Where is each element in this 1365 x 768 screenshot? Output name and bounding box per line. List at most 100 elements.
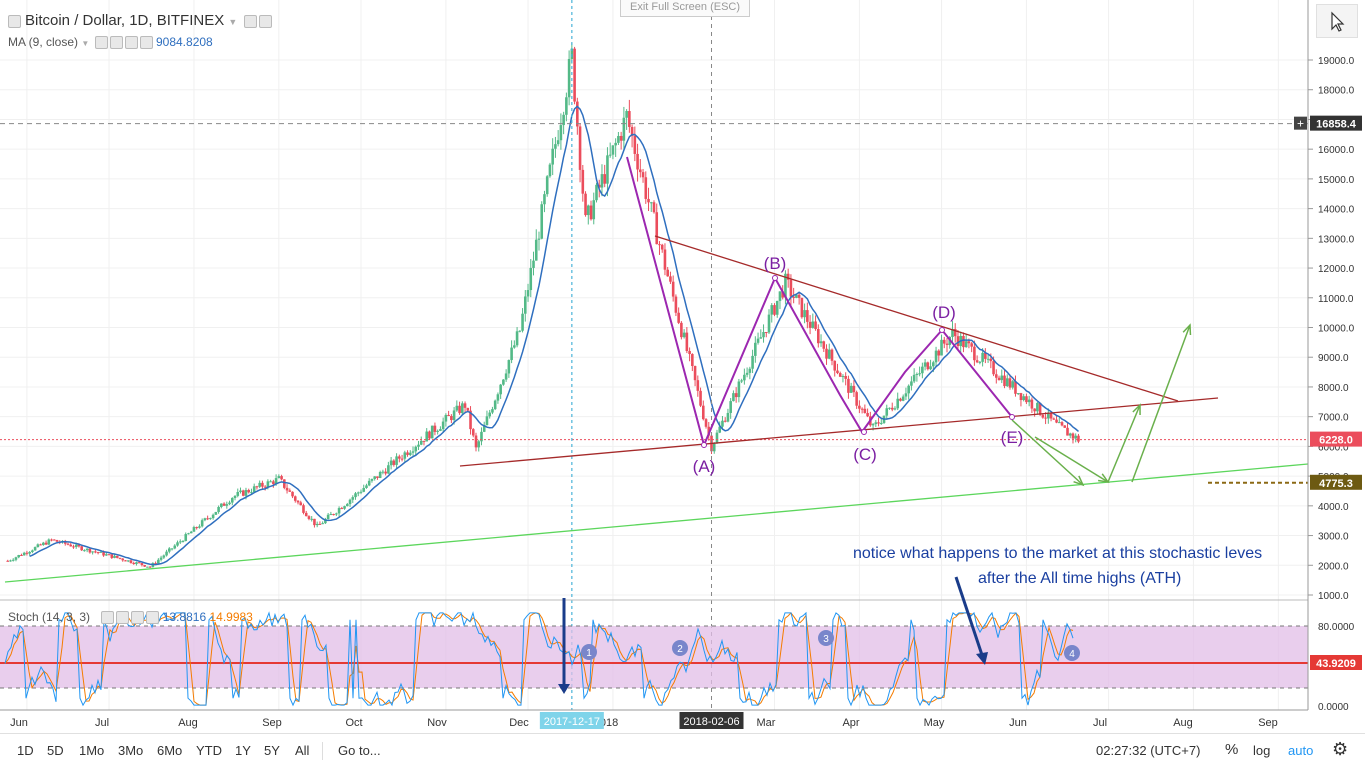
eye-icon[interactable] [94, 36, 108, 50]
candle-body [124, 560, 127, 562]
candle-body [433, 425, 437, 432]
candle-body [1030, 399, 1034, 409]
candle-body [408, 452, 412, 455]
candle-body [803, 310, 806, 318]
auto-toggle[interactable]: auto [1288, 743, 1314, 758]
candle-body [1047, 412, 1050, 419]
percent-toggle[interactable]: % [1225, 741, 1239, 758]
candle-body [680, 322, 683, 338]
candle-body [674, 296, 678, 313]
candle-body [556, 140, 560, 145]
candle-body [633, 135, 637, 154]
candle-body [195, 527, 198, 529]
candle-body [1033, 408, 1036, 412]
stoch-current-label: 43.9209 [1316, 658, 1356, 670]
range-5d[interactable]: 5D [47, 743, 64, 758]
candle-body [921, 366, 924, 374]
candle-body [825, 348, 828, 359]
time-tick-label: May [924, 717, 945, 729]
candle-body [701, 405, 705, 420]
candle-body [663, 249, 667, 270]
candle-body [181, 540, 185, 542]
candle-body [102, 551, 105, 556]
candle-body [480, 431, 483, 442]
time-tick-label: Nov [427, 717, 447, 729]
candle-body [302, 505, 305, 513]
cursor-tool-button[interactable] [1316, 4, 1358, 38]
candle-body [529, 267, 533, 291]
range-1y[interactable]: 1Y [235, 743, 251, 758]
candle-body [135, 562, 138, 565]
candle-body [398, 456, 401, 459]
candle-body [515, 331, 519, 346]
candle-body [1022, 396, 1025, 401]
candle-body [548, 164, 552, 177]
range-5y[interactable]: 5Y [264, 743, 280, 758]
settings-icon[interactable] [109, 36, 123, 50]
candle-body [343, 506, 346, 509]
range-all[interactable]: All [295, 743, 310, 758]
candle-body [1049, 412, 1053, 419]
candle-body [830, 349, 834, 361]
candle-body [140, 563, 144, 566]
candle-body [932, 362, 935, 367]
candle-body [50, 539, 53, 541]
candle-body [726, 412, 730, 422]
candle-body [126, 560, 130, 562]
candle-body [521, 313, 524, 331]
add-icon[interactable] [124, 36, 138, 50]
candle-body [362, 487, 366, 492]
candle-body [628, 111, 631, 127]
hide-icon[interactable] [258, 14, 272, 28]
range-6mo[interactable]: 6Mo [157, 743, 183, 758]
candle-body [496, 394, 500, 401]
candle-body [559, 125, 563, 141]
range-1mo[interactable]: 1Mo [79, 743, 105, 758]
candle-body [874, 422, 878, 425]
candle-body [403, 452, 407, 459]
price-label-ath: 16858.4 [1316, 119, 1357, 131]
candle-body [471, 429, 475, 436]
candle-body [94, 551, 97, 553]
candle-body [406, 452, 409, 455]
range-ytd[interactable]: YTD [196, 743, 222, 758]
goto-button[interactable]: Go to... [338, 743, 381, 758]
candle-body [855, 392, 858, 406]
close-icon[interactable] [139, 36, 153, 50]
time-highlight-1: 2017-12-17 [544, 716, 600, 728]
dropdown-icon[interactable]: ▼ [228, 17, 238, 27]
candle-body [743, 374, 746, 381]
candle-body [315, 523, 319, 526]
eye-icon[interactable] [101, 611, 115, 625]
candle-body [819, 341, 823, 344]
add-icon[interactable] [131, 611, 145, 625]
collapse-icon[interactable] [8, 14, 21, 28]
candle-body [584, 193, 587, 216]
range-1d[interactable]: 1D [17, 743, 34, 758]
candle-body [33, 547, 37, 551]
exit-fullscreen-button[interactable]: Exit Full Screen (ESC) [620, 0, 750, 17]
close-icon[interactable] [146, 611, 160, 625]
candle-body [291, 491, 294, 497]
dropdown-icon[interactable]: ▼ [81, 39, 90, 48]
settings-icon[interactable] [243, 14, 257, 28]
chart-canvas[interactable]: (A) (B) (C) (D) (E) 1 2 3 4 19000.0 18000.0 1 7000… [0, 0, 1365, 733]
candle-body [1077, 435, 1080, 442]
log-toggle[interactable]: log [1253, 743, 1271, 758]
candle-body [652, 202, 656, 213]
candle-body [9, 560, 12, 562]
candle-body [105, 554, 108, 556]
candle-body [244, 490, 248, 496]
grid-lines [0, 0, 1308, 710]
range-3mo[interactable]: 3Mo [118, 743, 144, 758]
gear-icon[interactable]: ⚙ [1332, 739, 1349, 759]
candle-body [39, 544, 42, 546]
settings-icon[interactable] [116, 611, 130, 625]
candle-body [789, 279, 793, 297]
price-tick-label: 16000.0 [1318, 145, 1355, 156]
candle-body [534, 239, 538, 261]
candle-body [96, 552, 100, 554]
candle-body [411, 451, 415, 453]
candle-body [428, 431, 431, 439]
candle-body [608, 154, 612, 156]
